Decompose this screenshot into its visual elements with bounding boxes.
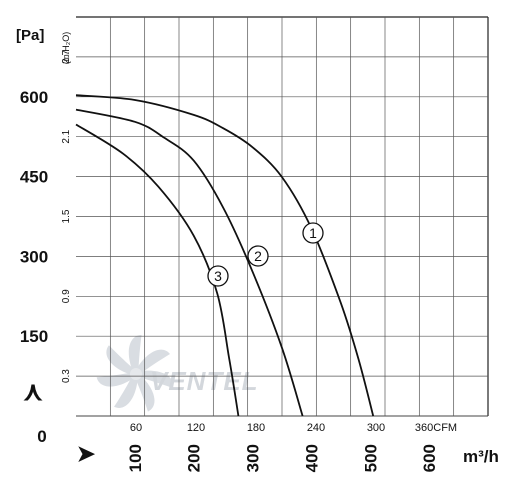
watermark-blade [106,345,136,375]
y-tick-inh2o: 2.1 [61,129,72,143]
curve-marker-label-2: 2 [254,248,262,264]
curve-marker-2 [247,245,269,267]
curves [75,94,375,417]
watermark-logo: VENTEL [96,334,259,412]
y-tick-pa: 300 [20,247,48,266]
curve-marker-label-1: 1 [309,225,317,241]
x-tick-cfm: 180 [247,422,265,434]
watermark-blade [114,375,138,408]
y-tick-inh2o: 1.5 [61,209,72,223]
up-arrow-icon: ⋏ [22,376,43,406]
x-tick-cfm: 300 [367,422,385,434]
y-axis-unit-inh2o: (in.H₂O) [61,32,71,65]
y-axis-unit-pa: [Pa] [16,27,44,44]
watermark-blade [128,334,142,372]
x-tick-cfm: 60 [130,422,142,434]
watermark-blade [138,370,174,389]
y-tick-pa: 600 [20,88,48,107]
x-tick-m3h: 600 [420,444,439,472]
y-tick-inh2o: 0.9 [61,289,72,303]
y-tick-pa: 450 [20,168,48,187]
watermark-text: VENTEL [150,366,259,396]
watermark-blade-shape [114,375,138,408]
watermark-blade-shape [106,345,136,375]
x-tick-m3h: 300 [244,444,263,472]
curve-3 [75,123,240,417]
x-tick-cfm: 360CFM [415,422,457,434]
x-tick-cfm: 120 [187,422,205,434]
y-tick-pa: 150 [20,327,48,346]
grid [76,16,489,417]
curve-marker-3 [207,265,229,287]
curve-2 [75,108,304,417]
x-tick-m3h: 400 [302,444,321,472]
watermark-blade-shape [128,334,142,372]
watermark-blade-shape [138,370,174,389]
axis-labels: [Pa] 0 150 300 450 600 ⋏ 0.3 0.9 1.5 2.1 2.7(in.H₂O… [16,27,499,472]
curve-marker-label-3: 3 [214,268,222,284]
x-tick-m3h: 200 [185,444,204,472]
curve-markers: 1 2 3 [207,222,324,287]
x-tick-cfm: 240 [307,422,325,434]
y-tick-inh2o: 2.7 [61,50,72,64]
x-tick-m3h: 100 [126,444,145,472]
watermark-hub [130,368,142,380]
y-tick-inh2o: 0.3 [61,369,72,383]
x-axis-unit-m3h: m³/h [463,447,499,466]
x-tick-m3h: 500 [361,444,380,472]
right-arrow-icon: ➤ [77,441,96,466]
curve-marker-1 [302,222,324,244]
curve-1 [75,94,375,417]
y-tick-pa: 0 [37,427,46,446]
